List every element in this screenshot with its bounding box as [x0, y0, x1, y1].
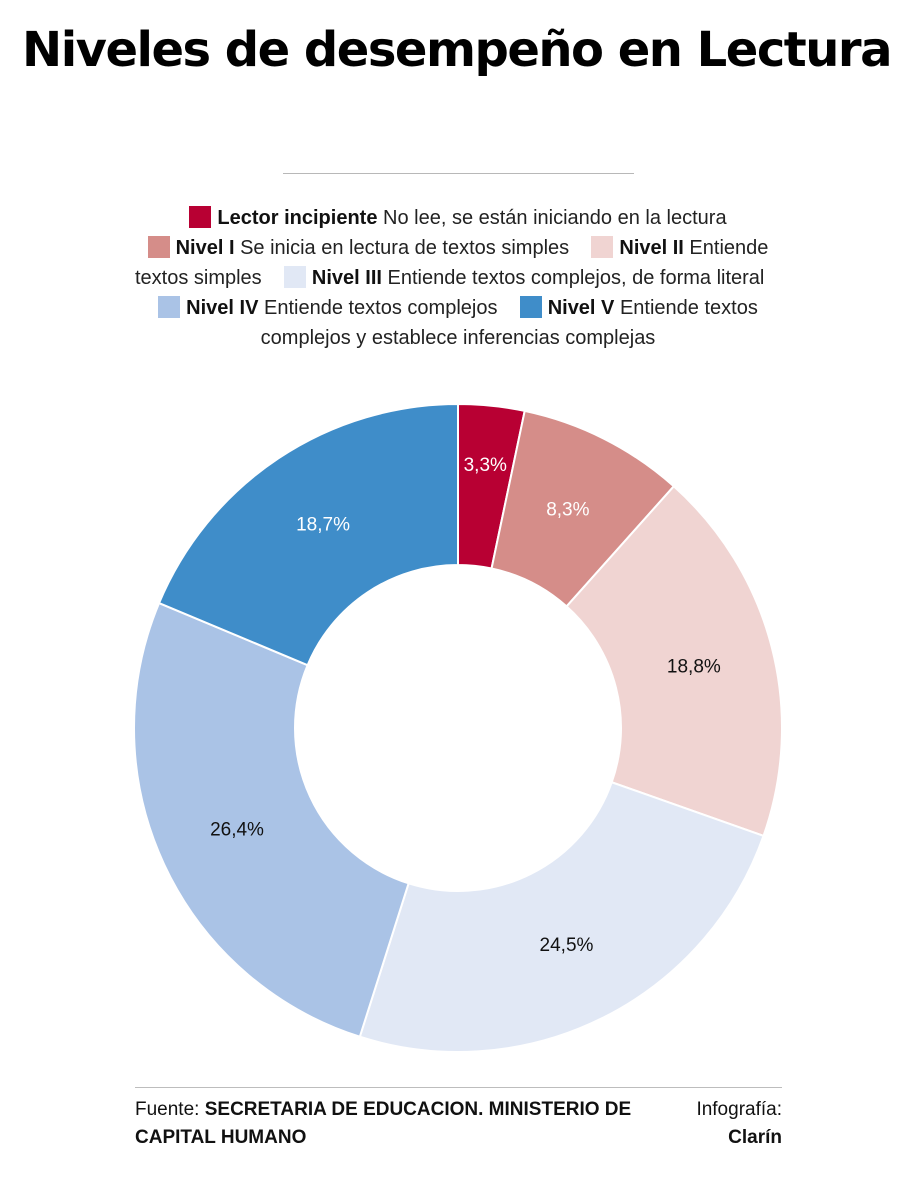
- legend-item-nivel-3: Nivel III Entiende textos complejos, de …: [283, 266, 765, 289]
- footer-divider: [135, 1087, 782, 1088]
- legend-swatch: [189, 206, 212, 228]
- legend-item-nivel-2: Nivel II Entiende textos simples: [134, 236, 769, 289]
- legend-desc: Entiende textos complejos: [263, 297, 498, 319]
- legend-swatch: [519, 296, 542, 318]
- legend-name: Nivel IV: [186, 297, 259, 319]
- legend-name: Nivel I: [175, 237, 235, 259]
- title-divider: [283, 173, 634, 174]
- donut-chart-container: 3,3% 8,3% 18,8% 24,5% 26,4% 18,7%: [0, 380, 913, 1080]
- slice-label-1: 3,3%: [464, 455, 507, 476]
- legend-item-lector-incipiente: Lector incipiente No lee, se están inici…: [189, 206, 727, 229]
- legend-name: Nivel II: [619, 237, 684, 259]
- donut-chart: 3,3% 8,3% 18,8% 24,5% 26,4% 18,7%: [133, 402, 783, 1053]
- legend-desc: Se inicia en lectura de textos simples: [240, 237, 570, 259]
- credit-note: Infografía: Clarín: [642, 1096, 782, 1152]
- legend-desc: Entiende textos complejos, de forma lite…: [387, 267, 765, 289]
- donut-slice-4: [358, 780, 765, 1053]
- legend-desc: Entiende textos complejos y establece in…: [260, 297, 758, 349]
- legend-name: Nivel V: [547, 297, 615, 319]
- legend-swatch: [147, 236, 170, 258]
- legend-item-nivel-4: Nivel IV Entiende textos complejos: [158, 296, 498, 319]
- slice-label-6: 18,7%: [296, 514, 350, 535]
- source-text: SECRETARIA DE EDUCACION. MINISTERIO DE C…: [135, 1099, 632, 1148]
- credit-prefix: Infografía:: [696, 1099, 782, 1120]
- donut-slice-5: [133, 601, 410, 1039]
- legend: Lector incipiente No lee, se están inici…: [128, 203, 788, 353]
- source-prefix: Fuente:: [135, 1099, 200, 1120]
- legend-item-nivel-1: Nivel I Se inicia en lectura de textos s…: [147, 236, 570, 259]
- legend-name: Nivel III: [311, 267, 382, 289]
- slice-label-5: 26,4%: [210, 819, 264, 840]
- donut-slice-6: [157, 402, 459, 667]
- legend-swatch: [158, 296, 181, 318]
- legend-name: Lector incipiente: [217, 207, 378, 229]
- legend-desc: Entiende textos simples: [134, 237, 769, 289]
- source-note: Fuente: SECRETARIA DE EDUCACION. MINISTE…: [135, 1096, 675, 1152]
- donut-slice-3: [565, 484, 783, 838]
- slice-label-3: 18,8%: [667, 656, 721, 677]
- slice-label-4: 24,5%: [540, 935, 594, 956]
- legend-swatch: [283, 266, 306, 288]
- legend-desc: No lee, se están iniciando en la lectura: [383, 207, 727, 229]
- legend-swatch: [591, 236, 614, 258]
- chart-title: Niveles de desempeño en Lectura: [22, 22, 892, 78]
- slice-label-2: 8,3%: [546, 500, 589, 521]
- legend-item-nivel-5: Nivel V Entiende textos complejos y esta…: [260, 296, 758, 349]
- credit-name: Clarín: [728, 1127, 782, 1148]
